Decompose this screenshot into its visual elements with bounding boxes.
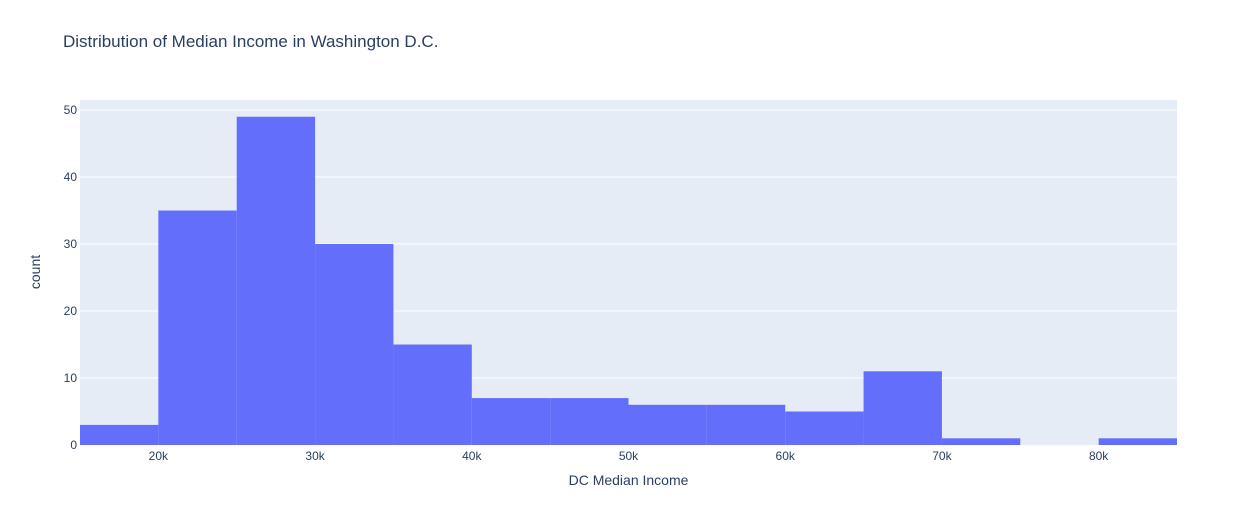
- x-tick-label: 50k: [619, 449, 639, 463]
- x-tick-label: 60k: [776, 449, 796, 463]
- x-axis-ticks: 20k 30k 40k 50k 60k 70k 80k: [149, 449, 1110, 463]
- histogram-bar: [785, 411, 864, 445]
- x-tick-label: 70k: [932, 449, 952, 463]
- x-tick-label: 80k: [1089, 449, 1109, 463]
- histogram-bar: [471, 398, 551, 445]
- histogram-bar: [1098, 438, 1177, 445]
- x-tick-label: 30k: [305, 449, 325, 463]
- x-tick-label: 40k: [462, 449, 482, 463]
- histogram-bar: [706, 404, 786, 445]
- histogram-bar: [863, 371, 942, 445]
- histogram-bar: [80, 424, 159, 445]
- y-tick-label: 30: [64, 237, 78, 251]
- x-axis-title: DC Median Income: [569, 472, 689, 488]
- chart-title: Distribution of Median Income in Washing…: [63, 32, 439, 51]
- y-axis-ticks: 0 10 20 30 40 50: [64, 103, 78, 452]
- histogram-bar: [941, 438, 1021, 445]
- y-tick-label: 50: [64, 103, 78, 117]
- histogram-bar: [236, 116, 316, 446]
- histogram-bars: [80, 116, 1177, 446]
- y-axis-title: count: [27, 255, 43, 289]
- y-tick-label: 0: [70, 438, 77, 452]
- histogram-bar: [550, 398, 629, 445]
- histogram-bar: [158, 210, 237, 445]
- x-tick-label: 20k: [149, 449, 169, 463]
- histogram-bar: [315, 244, 394, 445]
- y-tick-label: 10: [64, 371, 78, 385]
- y-tick-label: 40: [64, 170, 78, 184]
- y-tick-label: 20: [64, 304, 78, 318]
- histogram-bar: [628, 404, 707, 445]
- histogram-bar: [393, 344, 472, 445]
